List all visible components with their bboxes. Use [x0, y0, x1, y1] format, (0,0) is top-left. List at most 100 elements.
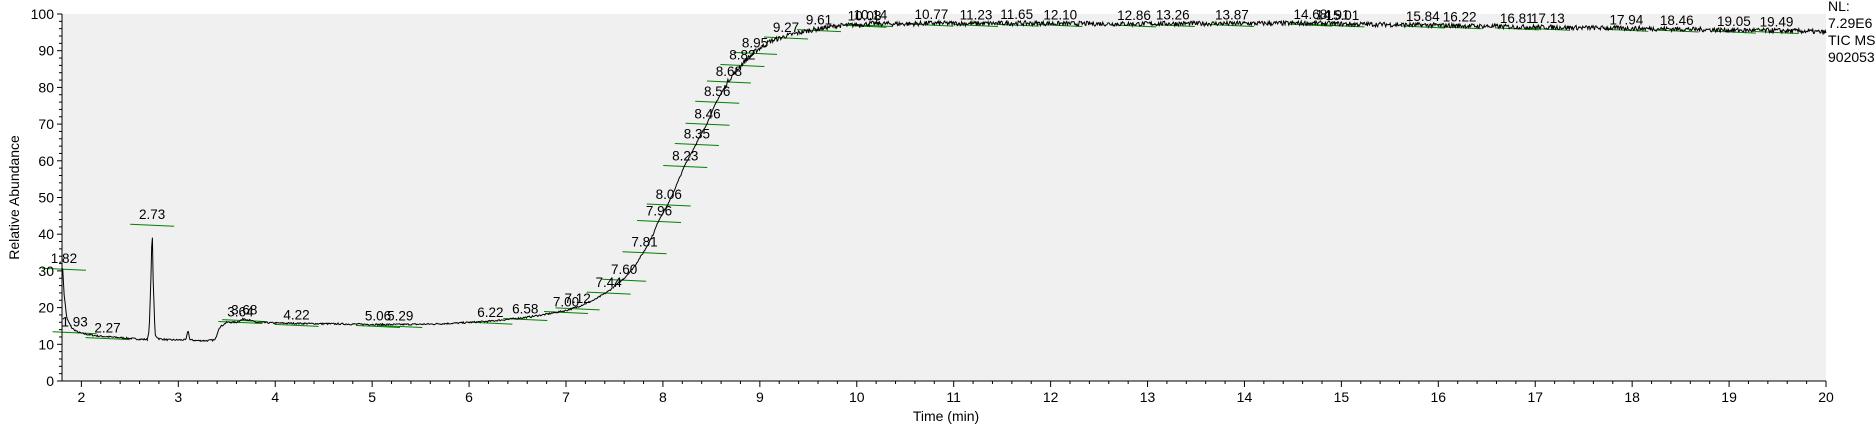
x-tick-label: 14	[1237, 389, 1253, 405]
y-tick-label: 0	[46, 373, 54, 389]
peak-label: 3.68	[231, 303, 257, 318]
peak-baseline	[52, 331, 97, 335]
peak-label: 11.65	[1000, 7, 1033, 22]
x-tick-label: 19	[1721, 389, 1737, 405]
x-tick-label: 18	[1624, 389, 1640, 405]
x-axis-title: Time (min)	[913, 408, 979, 424]
peak-label: 8.23	[672, 148, 698, 163]
peak-label: 8.56	[704, 84, 730, 99]
peak-baseline	[646, 203, 691, 207]
peak-baseline	[218, 320, 263, 324]
peak-label: 8.68	[716, 64, 742, 79]
x-tick-label: 15	[1334, 389, 1350, 405]
x-tick-label: 10	[849, 389, 865, 405]
y-tick-label: 10	[38, 336, 54, 352]
peak-baseline	[732, 51, 778, 55]
peak-baseline	[543, 311, 589, 315]
y-tick-label: 60	[38, 153, 54, 169]
peak-label: 17.94	[1609, 12, 1643, 27]
y-axis-title: Relative Abundance	[6, 135, 22, 260]
x-tick-label: 2	[77, 389, 85, 405]
peak-label: 2.27	[94, 321, 120, 336]
y-tick-label: 20	[38, 300, 54, 316]
peak-label: 11.23	[960, 8, 993, 23]
peak-label: 9.61	[806, 13, 832, 28]
peak-label: 1.93	[61, 315, 87, 330]
peak-label: 15.01	[1325, 8, 1359, 23]
x-tick-label: 3	[174, 389, 182, 405]
peak-label: 10.08	[848, 8, 882, 23]
peak-baseline	[555, 307, 600, 311]
peak-labels: 1.82 1.93 2.27 2.73 3.643.68 4.22 5.065.29 6.22…	[51, 7, 1794, 335]
y-tick-label: 100	[31, 6, 55, 22]
peak-label: 7.12	[564, 291, 590, 306]
x-tick-label: 16	[1431, 389, 1447, 405]
peak-baseline	[41, 267, 86, 271]
peak-label: 2.73	[139, 207, 165, 222]
peak-label: 10.77	[915, 7, 949, 22]
peak-label: 18.46	[1660, 13, 1694, 28]
peak-baseline	[909, 23, 954, 27]
peak-label: 9.27	[773, 20, 799, 35]
x-tick-label: 7	[562, 389, 570, 405]
peak-label: 1.82	[51, 251, 77, 266]
peak-baseline	[222, 319, 267, 323]
peak-label: 14.68	[1293, 7, 1327, 22]
peak-baseline	[1754, 31, 1799, 35]
peak-baseline	[663, 164, 708, 168]
peak-label: 7.96	[646, 204, 672, 219]
y-tick-label: 70	[38, 116, 54, 132]
peak-label: 7.44	[596, 275, 623, 290]
y-tick-label: 50	[38, 190, 54, 206]
peak-baseline	[378, 324, 423, 328]
y-tick-label: 80	[38, 79, 54, 95]
peak-label: 8.06	[656, 187, 682, 202]
peak-label: 7.81	[631, 235, 657, 250]
peak-label: 6.22	[477, 305, 503, 320]
peak-label: 5.06	[365, 308, 391, 323]
peak-label: 13.87	[1215, 8, 1249, 23]
x-tick-label: 5	[368, 389, 376, 405]
peak-baseline	[622, 251, 667, 255]
peak-label: 8.82	[729, 48, 755, 63]
x-tick-label: 20	[1818, 389, 1834, 405]
header-line-id: 902053	[1828, 49, 1875, 65]
axes: 2 3 4 5 6 7 8 9 10 11 12 13 14 15 16 17 18 19 20 0 10 20 30 40 5…	[31, 6, 1834, 405]
header-line-filter: TIC MS	[1828, 32, 1875, 48]
peak-label: 17.13	[1531, 11, 1565, 26]
y-tick-label: 40	[38, 226, 54, 242]
peak-label: 19.05	[1717, 14, 1751, 29]
peak-label: 3.64	[227, 304, 254, 319]
peak-label: 16.81	[1500, 11, 1534, 26]
x-tick-label: 12	[1043, 389, 1059, 405]
peak-baseline	[674, 142, 719, 146]
peak-label: 7.00	[553, 295, 579, 310]
peak-label: 10.14	[853, 8, 887, 23]
peak-label: 14.91	[1316, 8, 1350, 23]
peak-label: 8.46	[694, 106, 720, 121]
peak-label: 4.22	[283, 307, 309, 322]
x-tick-label: 9	[756, 389, 764, 405]
peak-label: 7.60	[611, 262, 637, 277]
peak-baseline	[602, 278, 647, 282]
y-tick-label: 90	[38, 43, 54, 59]
peak-label: 12.86	[1117, 8, 1151, 23]
header-line-scale: 7.29E6	[1828, 15, 1873, 31]
peak-baseline	[842, 24, 887, 28]
peak-baseline	[1400, 25, 1445, 29]
x-tick-label: 6	[465, 389, 473, 405]
x-tick-label: 17	[1527, 389, 1543, 405]
x-tick-label: 11	[946, 389, 961, 405]
tic-trace	[61, 19, 1827, 343]
x-tick-label: 13	[1140, 389, 1156, 405]
peak-baseline	[637, 220, 682, 224]
plot-background	[62, 14, 1826, 381]
peak-baseline	[130, 223, 175, 227]
peak-label: 8.95	[742, 35, 768, 50]
peak-baseline	[586, 291, 631, 295]
x-tick-label: 4	[271, 389, 279, 405]
x-tick-label: 8	[659, 389, 667, 405]
peak-label: 19.49	[1760, 15, 1794, 30]
header-line-nl: NL:	[1828, 0, 1850, 14]
